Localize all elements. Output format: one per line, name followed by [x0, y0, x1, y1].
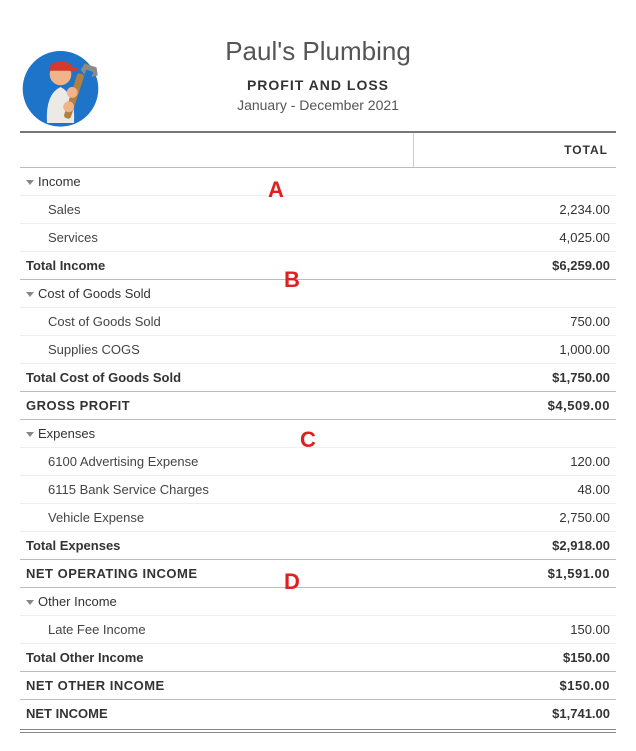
row-label-text: GROSS PROFIT — [26, 398, 130, 413]
row-value: $1,750.00 — [413, 364, 616, 392]
report-header: Paul's Plumbing PROFIT AND LOSS January … — [20, 36, 616, 131]
row-label-text: Cost of Goods Sold — [48, 314, 161, 329]
row-label-text: Total Cost of Goods Sold — [26, 370, 181, 385]
row-label-text: Late Fee Income — [48, 622, 146, 637]
column-header-row: TOTAL — [20, 132, 616, 168]
row-label-text: Total Income — [26, 258, 105, 273]
table-row: Sales 2,234.00 — [20, 196, 616, 224]
row-value: 750.00 — [413, 308, 616, 336]
row-value: $2,918.00 — [413, 532, 616, 560]
row-value — [413, 420, 616, 448]
total-row: Total Other Income $150.00 — [20, 644, 616, 672]
chevron-down-icon[interactable] — [26, 180, 34, 185]
row-label: NET INCOME — [20, 700, 413, 732]
table-row: Supplies COGS 1,000.00 — [20, 336, 616, 364]
row-label-text: 6100 Advertising Expense — [48, 454, 198, 469]
row-label: GROSS PROFIT — [20, 392, 413, 420]
row-label-text: Total Expenses — [26, 538, 120, 553]
total-row: Total Expenses $2,918.00 — [20, 532, 616, 560]
row-label: Sales — [20, 196, 413, 224]
row-label-text: Vehicle Expense — [48, 510, 144, 525]
pl-table: TOTAL Income Sales 2,234.00 Services 4,025.0… — [20, 131, 616, 733]
annotation-letter: C — [300, 427, 316, 453]
row-value: 2,750.00 — [413, 504, 616, 532]
annotation-letter: B — [284, 267, 300, 293]
table-row: Services 4,025.00 — [20, 224, 616, 252]
row-value: $1,741.00 — [413, 700, 616, 732]
row-value: 4,025.00 — [413, 224, 616, 252]
chevron-down-icon[interactable] — [26, 292, 34, 297]
row-value: 48.00 — [413, 476, 616, 504]
row-label: Total Expenses — [20, 532, 413, 560]
row-label-text: Supplies COGS — [48, 342, 140, 357]
row-label: Total Other Income — [20, 644, 413, 672]
chevron-down-icon[interactable] — [26, 432, 34, 437]
row-value: $6,259.00 — [413, 252, 616, 280]
annotation-letter: D — [284, 569, 300, 595]
section-row[interactable]: Income — [20, 168, 616, 196]
row-label: Vehicle Expense — [20, 504, 413, 532]
row-label-text: Cost of Goods Sold — [38, 286, 151, 301]
row-label-text: Total Other Income — [26, 650, 144, 665]
row-value: 150.00 — [413, 616, 616, 644]
row-value: 2,234.00 — [413, 196, 616, 224]
section-row[interactable]: Cost of Goods Sold — [20, 280, 616, 308]
summary-row: NET OTHER INCOME $150.00 — [20, 672, 616, 700]
table-row: 6100 Advertising Expense 120.00 — [20, 448, 616, 476]
row-label-text: 6115 Bank Service Charges — [48, 482, 209, 497]
row-label: Cost of Goods Sold — [20, 308, 413, 336]
row-value: 1,000.00 — [413, 336, 616, 364]
row-value — [413, 168, 616, 196]
table-row: Vehicle Expense 2,750.00 — [20, 504, 616, 532]
row-label: Total Cost of Goods Sold — [20, 364, 413, 392]
row-value: 120.00 — [413, 448, 616, 476]
row-label: 6100 Advertising Expense — [20, 448, 413, 476]
row-label: NET OPERATING INCOME — [20, 560, 413, 588]
row-label: Supplies COGS — [20, 336, 413, 364]
row-value: $150.00 — [413, 644, 616, 672]
row-label: Cost of Goods Sold — [20, 280, 413, 308]
row-label: Services — [20, 224, 413, 252]
row-label: 6115 Bank Service Charges — [20, 476, 413, 504]
row-label-text: NET OTHER INCOME — [26, 678, 165, 693]
column-header-blank — [20, 132, 413, 168]
row-label: Income — [20, 168, 413, 196]
section-row[interactable]: Other Income — [20, 588, 616, 616]
row-label: Total Income — [20, 252, 413, 280]
net-income-row: NET INCOME $1,741.00 — [20, 700, 616, 732]
report-body: TOTAL Income Sales 2,234.00 Services 4,025.0… — [20, 131, 616, 733]
row-label-text: Services — [48, 230, 98, 245]
summary-row: NET OPERATING INCOME $1,591.00 — [20, 560, 616, 588]
section-row[interactable]: Expenses — [20, 420, 616, 448]
table-row: 6115 Bank Service Charges 48.00 — [20, 476, 616, 504]
row-label-text: Expenses — [38, 426, 95, 441]
row-label-text: Other Income — [38, 594, 117, 609]
total-row: Total Cost of Goods Sold $1,750.00 — [20, 364, 616, 392]
total-row: Total Income $6,259.00 — [20, 252, 616, 280]
row-value — [413, 588, 616, 616]
annotation-letter: A — [268, 177, 284, 203]
row-value — [413, 280, 616, 308]
table-row: Cost of Goods Sold 750.00 — [20, 308, 616, 336]
table-row: Late Fee Income 150.00 — [20, 616, 616, 644]
row-label: Other Income — [20, 588, 413, 616]
row-label-text: Sales — [48, 202, 81, 217]
row-label-text: Income — [38, 174, 81, 189]
row-label: NET OTHER INCOME — [20, 672, 413, 700]
company-logo — [20, 42, 110, 137]
chevron-down-icon[interactable] — [26, 600, 34, 605]
column-header-total: TOTAL — [413, 132, 616, 168]
row-value: $4,509.00 — [413, 392, 616, 420]
summary-row: GROSS PROFIT $4,509.00 — [20, 392, 616, 420]
row-label-text: NET INCOME — [26, 706, 108, 721]
row-label: Expenses — [20, 420, 413, 448]
row-label-text: NET OPERATING INCOME — [26, 566, 198, 581]
row-value: $1,591.00 — [413, 560, 616, 588]
row-label: Late Fee Income — [20, 616, 413, 644]
row-value: $150.00 — [413, 672, 616, 700]
